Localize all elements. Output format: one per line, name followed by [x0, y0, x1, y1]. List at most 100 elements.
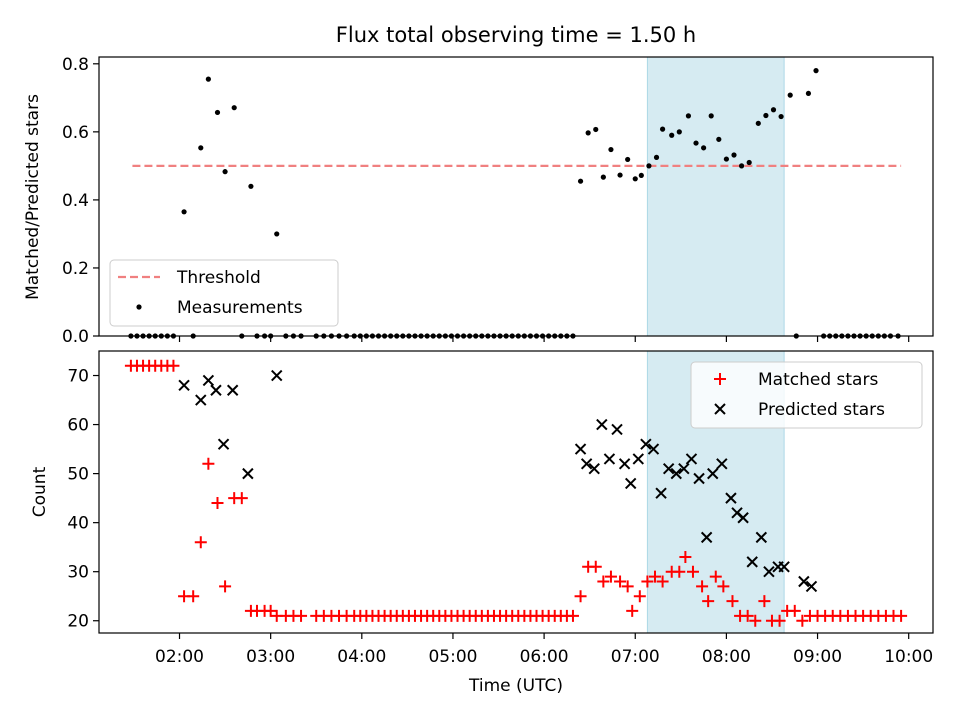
predicted-star-point — [242, 467, 254, 480]
predicted-star-point — [596, 418, 608, 431]
top-ylabel: Matched/Predicted stars — [23, 94, 43, 300]
measurement-point — [205, 76, 211, 82]
measurement-point — [716, 136, 722, 142]
measurement-point — [676, 129, 682, 135]
predicted-star-point — [755, 531, 768, 544]
legend-measurements-swatch — [136, 304, 142, 310]
top-panel: 0.00.20.40.60.8 Matched/Predicted stars … — [23, 55, 934, 347]
bottom-ytick-label: 20 — [67, 612, 89, 632]
predicted-star-point — [746, 556, 758, 568]
bottom-xtick-label: 09:00 — [793, 647, 842, 667]
predicted-star-point — [655, 487, 667, 499]
matched-star-point — [574, 590, 587, 603]
top-legend: Threshold Measurements — [109, 259, 339, 327]
measurement-point — [248, 183, 254, 189]
bottom-axes-frame — [98, 350, 934, 634]
predicted-star-point — [805, 580, 818, 593]
matched-star-point — [641, 575, 654, 588]
measurement-point — [787, 92, 793, 98]
predicted-star-point — [670, 467, 682, 480]
bottom-legend-box — [690, 361, 923, 429]
matched-star-point — [589, 560, 602, 573]
measurement-point — [738, 163, 745, 169]
predicted-star-point — [574, 443, 587, 455]
measurement-point — [746, 159, 752, 166]
measurement-point — [805, 90, 812, 97]
bottom-ytick-label: 40 — [67, 514, 89, 534]
predicted-star-point — [611, 423, 623, 436]
matched-star-point — [614, 575, 627, 588]
measurement-point — [214, 109, 221, 116]
matched-star-point — [187, 590, 200, 603]
top-ytick-label: 0.0 — [62, 327, 89, 347]
matched-star-point — [295, 609, 308, 622]
bottom-xtick-label: 06:00 — [520, 647, 569, 667]
matched-star-point — [741, 609, 754, 622]
predicted-star-point — [662, 462, 675, 475]
matched-star-point — [679, 550, 692, 563]
matched-star-point — [194, 536, 207, 549]
measurement-point — [577, 178, 584, 184]
matched-star-point — [773, 614, 786, 627]
matched-star-point — [696, 580, 709, 593]
top-ytick-label: 0.2 — [62, 259, 89, 279]
bottom-ytick-label: 60 — [67, 416, 89, 436]
predicted-star-point — [217, 438, 230, 450]
predicted-star-point — [693, 472, 705, 485]
x-axis-label: Time (UTC) — [468, 676, 563, 696]
predicted-star-point — [725, 492, 737, 504]
measurement-point — [763, 112, 769, 119]
predicted-star-point — [798, 575, 810, 588]
predicted-star-point — [226, 384, 239, 396]
measurement-point — [701, 145, 707, 151]
measurement-point — [600, 174, 606, 180]
matched-star-point — [686, 565, 699, 578]
predicted-star-point — [624, 477, 637, 490]
matched-star-point — [895, 609, 908, 622]
measurement-point — [669, 132, 675, 138]
bottom-ytick-label: 50 — [67, 465, 89, 485]
legend-predicted-swatch — [714, 403, 726, 415]
measurement-point — [608, 146, 614, 153]
top-ytick-label: 0.8 — [62, 55, 89, 75]
measurement-point — [198, 145, 204, 151]
chart-title: Flux total observing time = 1.50 h — [336, 23, 696, 47]
bottom-xtick-label: 08:00 — [702, 647, 751, 667]
matched-star-point — [709, 570, 722, 583]
predicted-star-point — [202, 374, 215, 387]
legend-matched-swatch — [714, 373, 726, 385]
predicted-star-point — [700, 531, 713, 544]
matched-star-point — [264, 604, 277, 617]
top-axes-frame — [98, 56, 934, 337]
measurement-point — [585, 130, 591, 136]
measurement-point — [755, 120, 761, 126]
predicted-star-point — [271, 369, 283, 382]
matched-star-point — [796, 614, 809, 627]
legend-threshold-label: Threshold — [176, 268, 261, 288]
matched-star-point — [702, 595, 715, 608]
measurement-point — [625, 156, 631, 163]
matched-star-point — [235, 492, 248, 505]
matched-star-point — [566, 609, 579, 622]
predicted-star-point — [588, 462, 600, 475]
measurement-point — [181, 209, 187, 215]
top-ytick-label: 0.4 — [62, 191, 89, 211]
measurement-point — [222, 169, 228, 175]
measurement-point — [653, 154, 660, 160]
matched-star-point — [604, 570, 617, 583]
measurement-point — [731, 152, 737, 158]
top-ytick-label: 0.6 — [62, 123, 89, 143]
predicted-star-point — [178, 379, 190, 392]
predicted-star-point — [737, 512, 749, 524]
bottom-xtick-label: 10:00 — [884, 647, 933, 667]
measurement-point — [723, 156, 729, 162]
predicted-star-point — [632, 453, 644, 465]
matched-star-point — [649, 570, 661, 583]
measurement-point — [274, 231, 280, 237]
predicted-star-point — [678, 462, 690, 475]
bottom-xtick-label: 03:00 — [246, 647, 295, 667]
matched-star-point — [758, 595, 771, 608]
predicted-star-point — [640, 438, 652, 450]
matched-star-point — [626, 604, 639, 617]
